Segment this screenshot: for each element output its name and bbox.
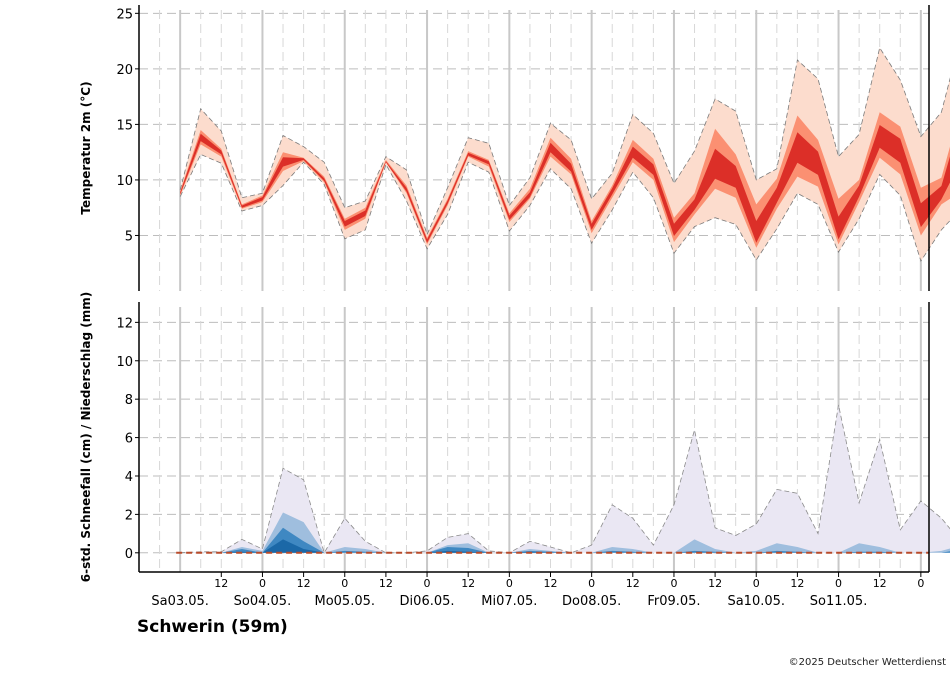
- x-tick-label: 0: [341, 577, 348, 590]
- y-tick-label: 12: [116, 316, 133, 331]
- x-tick-label: 0: [835, 577, 842, 590]
- day-label: Do08.05.: [562, 594, 621, 609]
- day-label: So11.05.: [810, 594, 868, 609]
- x-tick-label: 12: [461, 577, 475, 590]
- y-tick-label: 10: [116, 174, 133, 189]
- day-label: So04.05.: [234, 594, 292, 609]
- precipitation-panel: 0 2 4 6 8 10 12: [116, 302, 950, 572]
- y-tick-label: 5: [125, 229, 133, 244]
- y-tick-label: 6: [125, 432, 133, 447]
- y-tick-label: 4: [125, 470, 133, 485]
- x-tick-label: 0: [259, 577, 266, 590]
- y-tick-label: 2: [125, 508, 133, 523]
- station-name: Schwerin (59m): [137, 617, 288, 637]
- x-tick-label: 12: [297, 577, 311, 590]
- temperature-panel: 5 10 15 20 25: [116, 5, 950, 291]
- y-tick-label: 20: [116, 63, 133, 78]
- precip-band-p75: [180, 512, 950, 553]
- x-tick-label: 12: [544, 577, 558, 590]
- y-tick-label: 10: [116, 355, 133, 370]
- precip-max-line: [180, 404, 950, 554]
- y-tick-label: 15: [116, 118, 133, 133]
- day-label: Fr09.05.: [647, 594, 700, 609]
- x-tick-label: 12: [873, 577, 887, 590]
- precipitation-axis-label: 6-std. Schneefall (cm) / Niederschlag (m…: [79, 292, 93, 582]
- day-label: Sa10.05.: [727, 594, 785, 609]
- x-tick-label: 12: [379, 577, 393, 590]
- x-tick-label: 0: [753, 577, 760, 590]
- x-tick-label: 0: [670, 577, 677, 590]
- x-tick-label: 12: [708, 577, 722, 590]
- precip-band-envelope: [180, 404, 950, 553]
- temperature-max-line: [179, 46, 950, 236]
- x-tick-label: 0: [506, 577, 513, 590]
- temperature-axis-label: Temperatur 2m (°C): [79, 81, 93, 214]
- x-tick-label: 12: [790, 577, 804, 590]
- x-tick-label: 12: [626, 577, 640, 590]
- y-tick-label: 25: [116, 7, 133, 22]
- temperature-band-mid: [180, 112, 950, 248]
- x-tick-label: 0: [424, 577, 431, 590]
- temperature-min-line: [179, 153, 950, 262]
- day-label: Sa03.05.: [151, 594, 209, 609]
- day-label: Mi07.05.: [481, 594, 537, 609]
- y-tick-label: 0: [125, 547, 133, 562]
- x-tick-label: 0: [917, 577, 924, 590]
- day-label: Di06.05.: [400, 594, 455, 609]
- y-tick-label: 8: [125, 393, 133, 408]
- x-tick-label: 12: [214, 577, 228, 590]
- day-label: Mo05.05.: [314, 594, 375, 609]
- x-axis: 12 0 12 0 12 0 12 0 12 0 12 0 12 0 12 0 12 0 Sa03.05. So04.…: [139, 571, 929, 609]
- copyright-notice: ©2025 Deutscher Wetterdienst: [788, 657, 946, 668]
- x-tick-label: 0: [588, 577, 595, 590]
